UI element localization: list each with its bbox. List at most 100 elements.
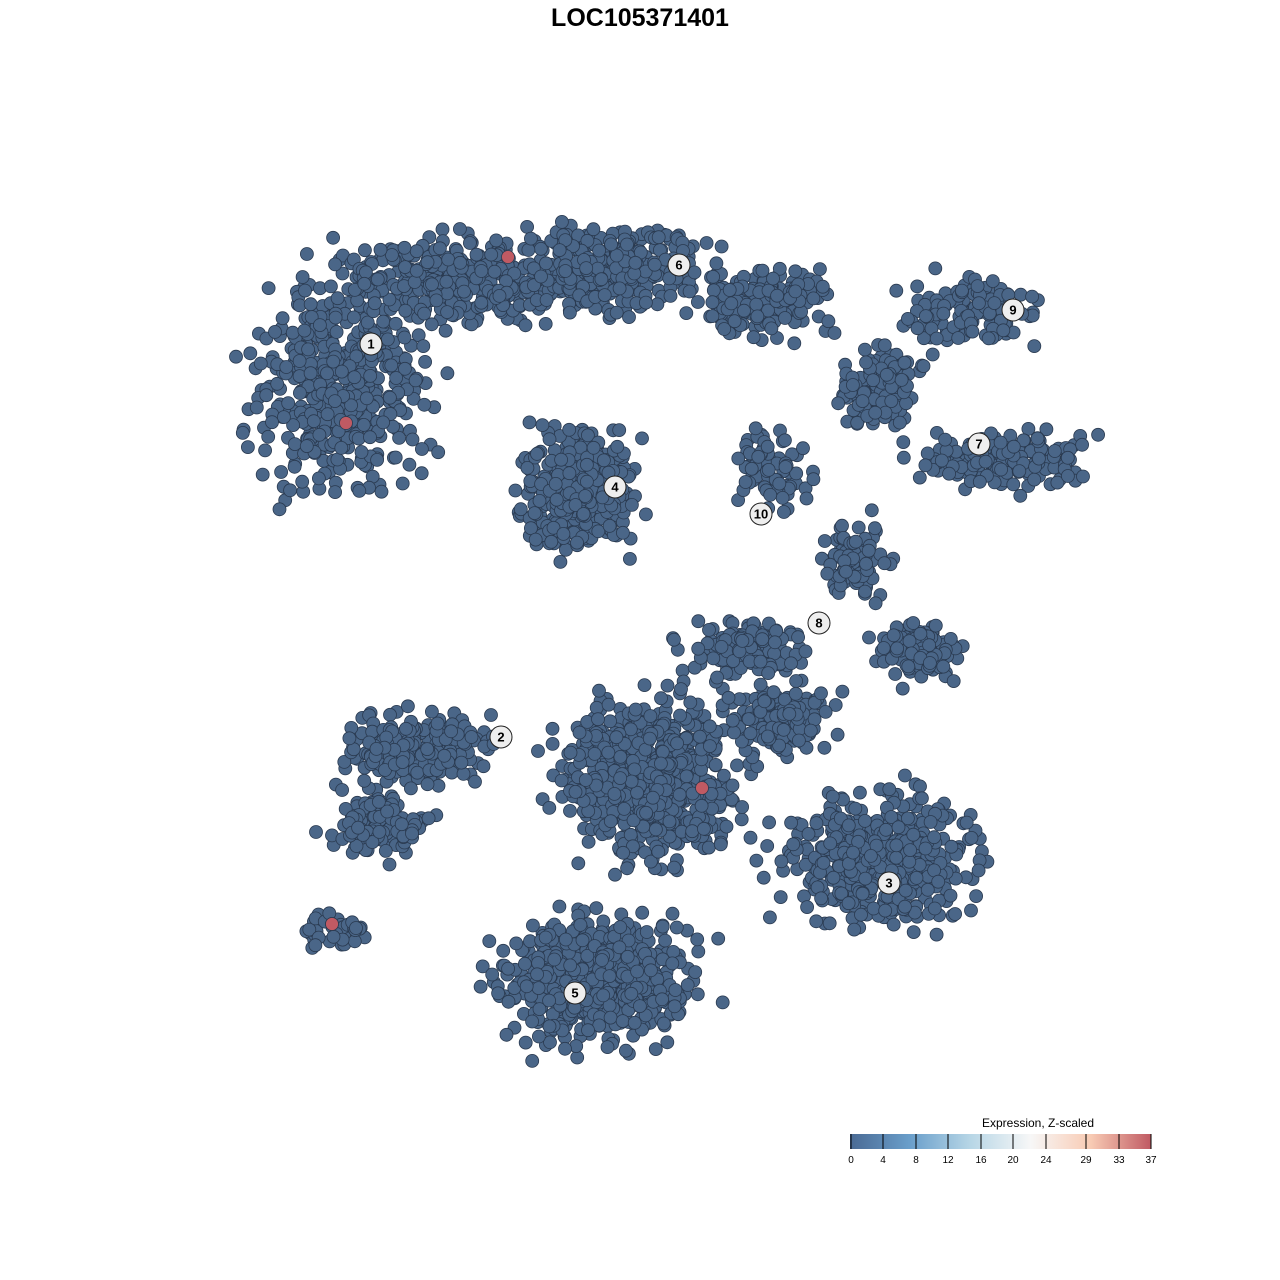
cell-point [563, 305, 577, 320]
cell-point [725, 778, 740, 793]
cell-point [868, 405, 883, 420]
cell-point [388, 316, 403, 331]
cell-point [259, 388, 274, 403]
cell-point [382, 857, 397, 872]
cell-point [848, 801, 863, 816]
cell-point [589, 901, 604, 915]
cell-point [993, 435, 1008, 450]
cell-point [372, 825, 387, 839]
cell-point [444, 724, 459, 739]
cell-point [530, 446, 544, 461]
cell-point [895, 681, 910, 696]
cell-point [1061, 469, 1075, 483]
cell-point [786, 837, 801, 852]
cell-point [373, 242, 388, 257]
cell-point [454, 755, 469, 770]
cell-point [665, 906, 680, 921]
cell-point [761, 666, 776, 680]
cell-point [287, 459, 302, 474]
cell-point [570, 1050, 585, 1065]
cell-point [763, 487, 778, 502]
cell-point [360, 315, 375, 330]
cell-point [623, 552, 637, 566]
cell-point [886, 628, 901, 643]
cell-point [303, 297, 318, 312]
cell-point [862, 630, 876, 645]
cell-point [912, 470, 927, 485]
cell-point [846, 378, 860, 392]
cell-point [724, 296, 739, 311]
cell-point [370, 272, 385, 287]
cell-point [667, 860, 681, 875]
cell-point [408, 373, 423, 388]
cell-point [889, 850, 904, 865]
cell-point [882, 782, 897, 797]
cell-point [553, 555, 568, 569]
cell-point [1012, 464, 1027, 479]
cell-point [587, 747, 602, 761]
cell-point [889, 838, 904, 853]
cell-point [347, 370, 362, 385]
cell-point [421, 811, 436, 826]
cell-point [491, 986, 506, 1001]
cell-point [403, 781, 418, 796]
cell-point [674, 682, 688, 696]
cell-point [660, 1035, 675, 1050]
cell-point [965, 324, 980, 339]
cell-point [896, 435, 911, 450]
cell-point [575, 933, 590, 948]
cell-point [648, 1042, 663, 1056]
cell-point [539, 293, 554, 307]
cell-point [946, 674, 961, 688]
cell-point [800, 900, 814, 914]
cell-point [768, 635, 782, 650]
cell-point [524, 231, 538, 246]
cell-point [978, 454, 993, 469]
cell-point [279, 360, 294, 374]
cell-point [249, 400, 264, 415]
cell-point [570, 535, 584, 550]
cell-point [299, 439, 314, 454]
cell-point [1027, 339, 1042, 354]
cell-point [787, 336, 802, 351]
cell-point [821, 314, 836, 329]
cell-point [563, 804, 577, 818]
cell-point [778, 460, 793, 474]
cell-point [418, 354, 433, 369]
cell-point [400, 699, 415, 714]
cell-point [617, 802, 632, 816]
cell-point [763, 910, 777, 925]
cell-point [430, 716, 445, 731]
cell-point [579, 261, 594, 276]
cell-point [558, 932, 573, 947]
cell-point [374, 484, 389, 499]
cell-point [894, 372, 909, 387]
cell-point [394, 817, 409, 832]
cell-point [815, 279, 830, 294]
cell-point [603, 814, 618, 829]
cell-point [473, 979, 488, 994]
cell-point [679, 769, 694, 784]
cell-point [431, 445, 446, 460]
cell-point [526, 918, 540, 933]
cell-point [891, 820, 906, 835]
cell-point [613, 920, 628, 934]
cell-point [552, 899, 567, 914]
cell-point [635, 905, 650, 920]
cell-point [646, 790, 660, 805]
cell-point [357, 243, 372, 258]
cell-point [760, 839, 775, 853]
cell-point [672, 787, 687, 802]
cell-point [665, 956, 680, 971]
cell-point [928, 618, 943, 633]
cell-point [651, 844, 666, 859]
cell-point [518, 957, 532, 971]
cell-point [417, 306, 432, 321]
cell-point [923, 815, 938, 829]
cell-point [778, 433, 792, 448]
cell-point [283, 483, 298, 498]
cell-point [522, 415, 537, 430]
cell-point [525, 1054, 540, 1068]
cell-point [649, 822, 663, 837]
cell-point [886, 917, 901, 932]
